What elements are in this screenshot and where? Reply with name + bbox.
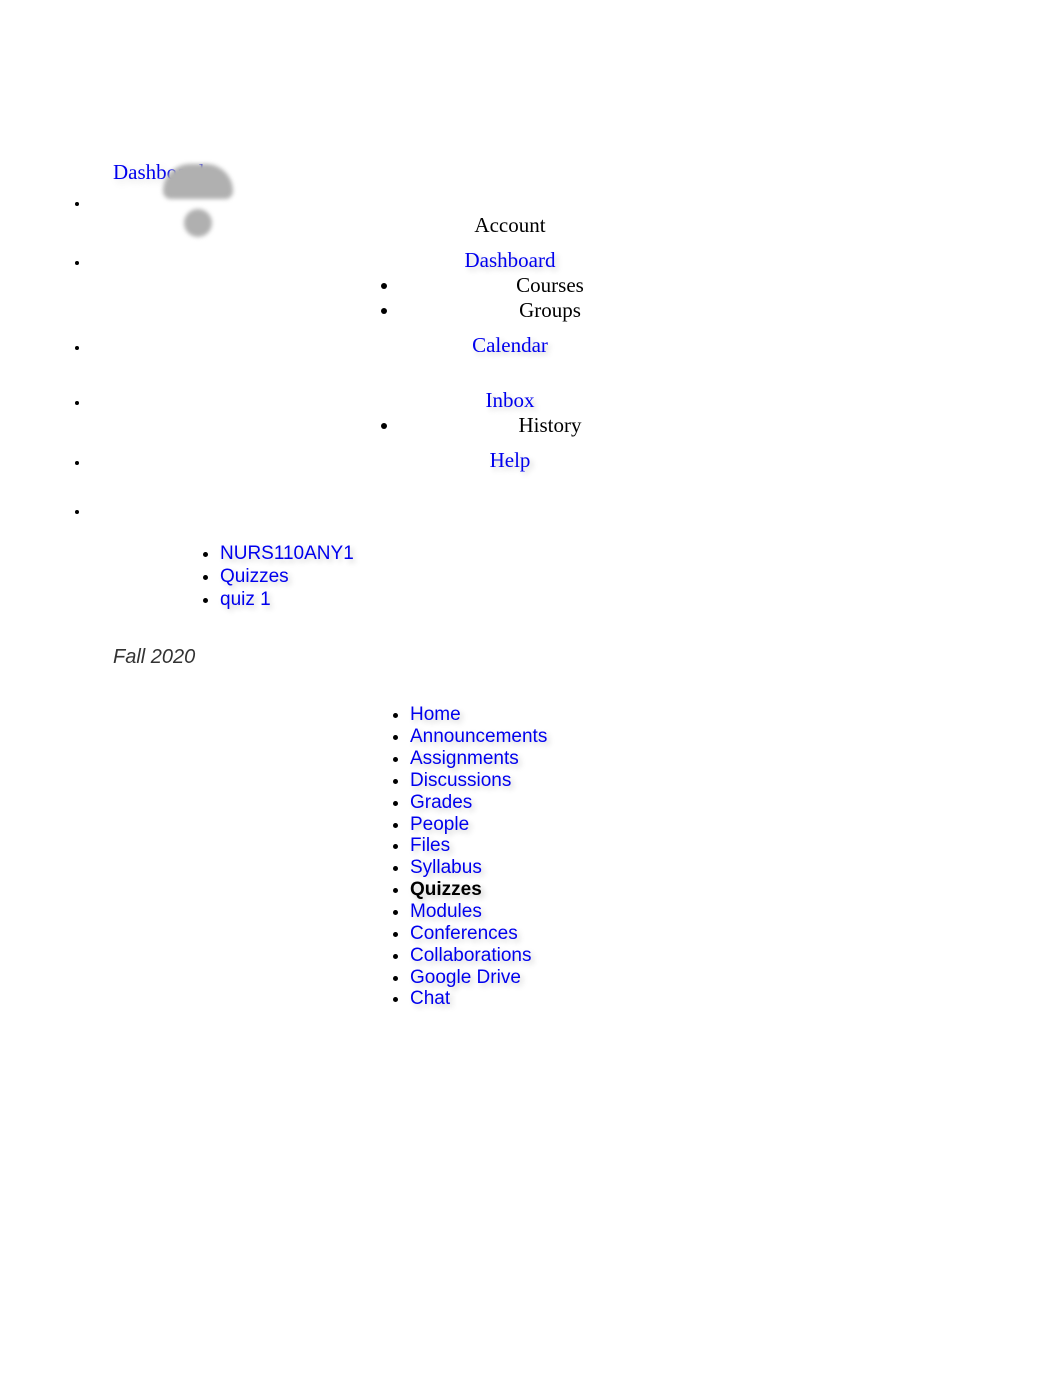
nav-item-calendar: Calendar bbox=[90, 333, 1062, 378]
top-dashboard-link[interactable]: Dashboard bbox=[113, 160, 1062, 185]
breadcrumb-section-link[interactable]: Quizzes bbox=[220, 566, 289, 587]
assignments-link[interactable]: Assignments bbox=[410, 748, 519, 769]
nav-item-inbox: Inbox History bbox=[90, 388, 1062, 438]
course-nav-chat: Chat bbox=[410, 988, 1062, 1010]
course-nav-announcements: Announcements bbox=[410, 726, 1062, 748]
nav-item-courses: Courses bbox=[400, 273, 700, 298]
global-nav: Account Dashboard Courses Groups Calenda… bbox=[90, 195, 1062, 523]
course-nav-discussions: Discussions bbox=[410, 770, 1062, 792]
course-nav-quizzes: Quizzes bbox=[410, 879, 1062, 901]
course-nav-files: Files bbox=[410, 835, 1062, 857]
breadcrumb-course: NURS110ANY1 bbox=[220, 543, 1062, 566]
dashboard-link[interactable]: Dashboard bbox=[465, 248, 556, 272]
inbox-link[interactable]: Inbox bbox=[486, 388, 535, 412]
breadcrumb-item-link[interactable]: quiz 1 bbox=[220, 589, 271, 610]
modules-link[interactable]: Modules bbox=[410, 901, 482, 922]
nav-item-empty bbox=[90, 503, 1062, 523]
discussions-link[interactable]: Discussions bbox=[410, 770, 511, 791]
help-link[interactable]: Help bbox=[490, 448, 531, 472]
breadcrumb: NURS110ANY1 Quizzes quiz 1 bbox=[220, 543, 1062, 611]
people-link[interactable]: People bbox=[410, 814, 469, 835]
course-nav-google-drive: Google Drive bbox=[410, 967, 1062, 989]
announcements-link[interactable]: Announcements bbox=[410, 726, 547, 747]
courses-label[interactable]: Courses bbox=[516, 273, 584, 297]
groups-label[interactable]: Groups bbox=[519, 298, 581, 322]
course-nav-modules: Modules bbox=[410, 901, 1062, 923]
google-drive-link[interactable]: Google Drive bbox=[410, 967, 521, 988]
history-label[interactable]: History bbox=[519, 413, 582, 437]
files-link[interactable]: Files bbox=[410, 835, 450, 856]
course-nav-grades: Grades bbox=[410, 792, 1062, 814]
home-link[interactable]: Home bbox=[410, 704, 461, 725]
breadcrumb-course-link[interactable]: NURS110ANY1 bbox=[220, 543, 354, 564]
sub-nav-history: History bbox=[400, 413, 1062, 438]
quizzes-current[interactable]: Quizzes bbox=[410, 879, 482, 900]
course-nav: Home Announcements Assignments Discussio… bbox=[410, 704, 1062, 1010]
grades-link[interactable]: Grades bbox=[410, 792, 472, 813]
nav-item-help: Help bbox=[90, 448, 1062, 493]
course-nav-conferences: Conferences bbox=[410, 923, 1062, 945]
course-nav-people: People bbox=[410, 814, 1062, 836]
nav-item-account: Account bbox=[90, 195, 1062, 238]
course-nav-syllabus: Syllabus bbox=[410, 857, 1062, 879]
breadcrumb-section: Quizzes bbox=[220, 566, 1062, 589]
course-nav-assignments: Assignments bbox=[410, 748, 1062, 770]
collaborations-link[interactable]: Collaborations bbox=[410, 945, 531, 966]
nav-item-history: History bbox=[400, 413, 700, 438]
breadcrumb-item: quiz 1 bbox=[220, 589, 1062, 612]
sub-nav-courses-groups: Courses Groups bbox=[400, 273, 1062, 323]
course-nav-collaborations: Collaborations bbox=[410, 945, 1062, 967]
syllabus-link[interactable]: Syllabus bbox=[410, 857, 482, 878]
nav-item-groups: Groups bbox=[400, 298, 700, 323]
nav-item-dashboard: Dashboard Courses Groups bbox=[90, 248, 1062, 323]
course-nav-home: Home bbox=[410, 704, 1062, 726]
account-label[interactable]: Account bbox=[474, 213, 545, 237]
conferences-link[interactable]: Conferences bbox=[410, 923, 518, 944]
term-label: Fall 2020 bbox=[113, 646, 1062, 669]
calendar-link[interactable]: Calendar bbox=[472, 333, 548, 357]
chat-link[interactable]: Chat bbox=[410, 988, 450, 1009]
